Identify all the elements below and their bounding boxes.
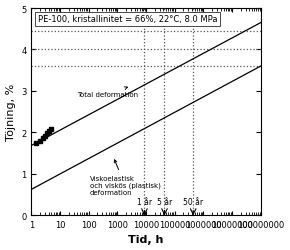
Text: 50 år: 50 år: [183, 197, 203, 206]
X-axis label: Tid, h: Tid, h: [128, 234, 164, 244]
Y-axis label: Töjning, %: Töjning, %: [6, 84, 16, 140]
Text: Total deformation: Total deformation: [77, 88, 138, 98]
Text: Viskoelastisk
och viskös (plastisk)
deformation: Viskoelastisk och viskös (plastisk) defo…: [90, 160, 161, 196]
Text: PE-100, kristallinitet = 66%, 22°C, 8.0 MPa: PE-100, kristallinitet = 66%, 22°C, 8.0 …: [38, 15, 218, 24]
Text: 5 år: 5 år: [157, 197, 172, 206]
Text: 1 år: 1 år: [137, 197, 152, 206]
